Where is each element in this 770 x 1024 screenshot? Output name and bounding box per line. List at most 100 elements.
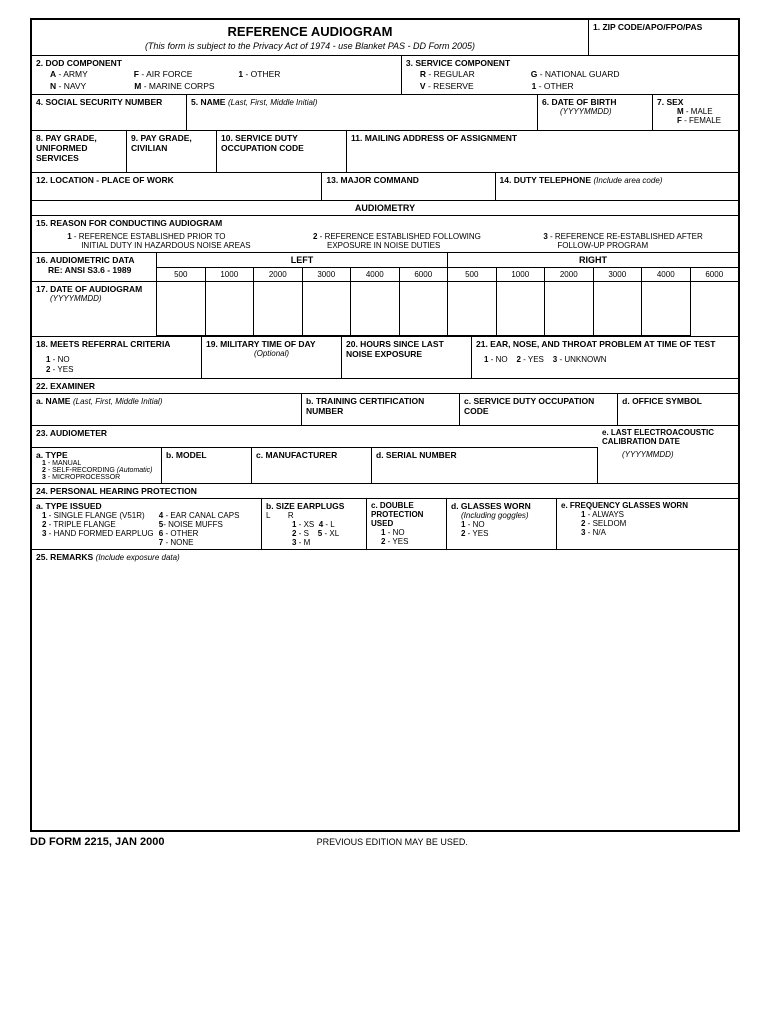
box23e-label: e. LAST ELECTROACOUSTIC CALIBRATION DATE bbox=[602, 428, 734, 446]
box10-label: 10. SERVICE DUTY OCCUPATION CODE bbox=[221, 133, 342, 153]
f11: 6000 bbox=[691, 268, 739, 282]
row-4-7: 4. SOCIAL SECURITY NUMBER 5. NAME (Last,… bbox=[32, 95, 738, 131]
b24a20v: EAR CANAL CAPS bbox=[170, 511, 239, 520]
audiogram-values bbox=[157, 282, 738, 337]
box-4: 4. SOCIAL SECURITY NUMBER bbox=[32, 95, 187, 131]
box20-label: 20. HOURS SINCE LAST NOISE EXPOSURE bbox=[346, 339, 467, 359]
box6-note: (YYYYMMDD) bbox=[542, 107, 648, 116]
b24b4k: 3 bbox=[292, 538, 296, 547]
b23a2k: 3 bbox=[42, 474, 46, 481]
box6-label: 6. DATE OF BIRTH bbox=[542, 97, 648, 107]
form-title: REFERENCE AUDIOGRAM bbox=[36, 24, 584, 39]
box8-label: 8. PAY GRADE, UNIFORMED SERVICES bbox=[36, 133, 122, 163]
form-subtitle: (This form is subject to the Privacy Act… bbox=[36, 41, 584, 51]
r1l1: REFERENCE ESTABLISHED PRIOR TO bbox=[79, 232, 226, 241]
box24b-lr: L R bbox=[266, 511, 362, 520]
box-19: 19. MILITARY TIME OF DAY (Optional) bbox=[202, 337, 342, 379]
f7: 1000 bbox=[497, 268, 546, 282]
b7-o0v: MALE bbox=[691, 107, 713, 116]
box-22: 22. EXAMINER bbox=[32, 379, 738, 394]
r2n: 2 bbox=[313, 232, 317, 241]
row-22abcd: a. NAME (Last, First, Middle Initial) b.… bbox=[32, 394, 738, 426]
box-23e-top: e. LAST ELECTROACOUSTIC CALIBRATION DATE bbox=[598, 426, 738, 448]
b23a1v: SELF-RECORDING bbox=[52, 467, 115, 474]
b24b1v: L bbox=[330, 520, 334, 529]
box3-label: 3. SERVICE COMPONENT bbox=[406, 58, 734, 68]
b24a21k: 5 bbox=[159, 520, 163, 529]
box22b-label: b. TRAINING CERTIFICATION NUMBER bbox=[306, 396, 455, 416]
b2-o0v: ARMY bbox=[63, 69, 88, 79]
box25-note: (Include exposure data) bbox=[96, 553, 180, 562]
box24d-note: (Including goggles) bbox=[451, 511, 552, 520]
b3-o3k: 1 bbox=[532, 81, 537, 91]
r3l1: REFERENCE RE-ESTABLISHED AFTER bbox=[555, 232, 703, 241]
b24a20k: 4 bbox=[159, 511, 163, 520]
box12-label: 12. LOCATION - PLACE OF WORK bbox=[36, 175, 174, 185]
b24b2k: 2 bbox=[292, 529, 296, 538]
b3-o0v: REGULAR bbox=[434, 69, 475, 79]
b3-o1k: G bbox=[531, 69, 538, 79]
b21o0v: NO bbox=[496, 355, 508, 364]
b7-o0k: M bbox=[677, 107, 684, 116]
b24a22k: 6 bbox=[159, 529, 163, 538]
title-main: REFERENCE AUDIOGRAM (This form is subjec… bbox=[32, 20, 588, 55]
b24c1v: YES bbox=[392, 537, 408, 546]
box22a-note: (Last, First, Middle Initial) bbox=[73, 397, 162, 406]
b24a21v: NOISE MUFFS bbox=[168, 520, 223, 529]
right-label: RIGHT bbox=[448, 253, 738, 268]
b2-o2k: 1 bbox=[238, 69, 243, 79]
box-21: 21. EAR, NOSE, AND THROAT PROBLEM AT TIM… bbox=[472, 337, 738, 379]
freq-row: 500 1000 2000 3000 4000 6000 500 1000 20… bbox=[157, 268, 738, 282]
row-23abcde: a. TYPE 1 - MANUAL 2 - SELF-RECORDING (A… bbox=[32, 448, 738, 484]
box24e-label: e. FREQUENCY GLASSES WORN bbox=[561, 501, 734, 510]
b24e2k: 3 bbox=[581, 528, 585, 537]
b21o2v: UNKNOWN bbox=[564, 355, 606, 364]
b21o0k: 1 bbox=[484, 355, 488, 364]
b24a22v: OTHER bbox=[170, 529, 198, 538]
box-10: 10. SERVICE DUTY OCCUPATION CODE bbox=[217, 131, 347, 173]
box-22b: b. TRAINING CERTIFICATION NUMBER bbox=[302, 394, 460, 426]
f8: 2000 bbox=[545, 268, 594, 282]
b24e1v: SELDOM bbox=[593, 519, 627, 528]
b24b4v: M bbox=[304, 538, 311, 547]
b2-o1v: AIR FORCE bbox=[146, 69, 192, 79]
footer-left: DD FORM 2215, JAN 2000 bbox=[30, 836, 165, 848]
box-12: 12. LOCATION - PLACE OF WORK bbox=[32, 173, 322, 201]
box-23b: b. MODEL bbox=[162, 448, 252, 484]
f4: 4000 bbox=[351, 268, 400, 282]
box-22d: d. OFFICE SYMBOL bbox=[618, 394, 738, 426]
b24a23v: NONE bbox=[170, 538, 193, 547]
row-23-top: 23. AUDIOMETER e. LAST ELECTROACOUSTIC C… bbox=[32, 426, 738, 448]
b24e2v: N/A bbox=[593, 528, 606, 537]
box1-label: 1. ZIP CODE/APO/FPO/PAS bbox=[593, 22, 702, 32]
box-6: 6. DATE OF BIRTH (YYYYMMDD) bbox=[538, 95, 653, 131]
b24c0k: 1 bbox=[381, 528, 385, 537]
row-2-3: 2. DOD COMPONENT A - ARMY F - AIR FORCE … bbox=[32, 56, 738, 95]
r3n: 3 bbox=[543, 232, 547, 241]
b21o2k: 3 bbox=[553, 355, 557, 364]
b24d0v: NO bbox=[473, 520, 485, 529]
b3-o3v: OTHER bbox=[544, 81, 574, 91]
box17-note: (YYYYMMDD) bbox=[36, 294, 152, 303]
box24c-label: c. DOUBLE PROTECTION USED bbox=[371, 501, 442, 528]
reason-3: 3 - REFERENCE RE-ESTABLISHED AFTER FOLLO… bbox=[543, 232, 702, 250]
box22a-label: a. NAME bbox=[36, 396, 70, 406]
box-22c: c. SERVICE DUTY OCCUPATION CODE bbox=[460, 394, 618, 426]
b24b0v: XS bbox=[304, 520, 315, 529]
b24a11v: TRIPLE FLANGE bbox=[53, 520, 115, 529]
box-23c: c. MANUFACTURER bbox=[252, 448, 372, 484]
box-9: 9. PAY GRADE, CIVILIAN bbox=[127, 131, 217, 173]
b24b1k: 4 bbox=[319, 520, 323, 529]
row-8-11: 8. PAY GRADE, UNIFORMED SERVICES 9. PAY … bbox=[32, 131, 738, 173]
b18o0k: 1 bbox=[46, 355, 50, 364]
f0: 500 bbox=[157, 268, 206, 282]
b24a11k: 2 bbox=[42, 520, 46, 529]
r2l2: EXPOSURE IN NOISE DUTIES bbox=[313, 241, 481, 250]
r3l2: FOLLOW-UP PROGRAM bbox=[543, 241, 702, 250]
box-7: 7. SEX M - MALE F - FEMALE bbox=[653, 95, 738, 131]
footer: DD FORM 2215, JAN 2000 PREVIOUS EDITION … bbox=[30, 832, 740, 848]
f6: 500 bbox=[448, 268, 497, 282]
b24b0k: 1 bbox=[292, 520, 296, 529]
box24b-label: b. SIZE EARPLUGS bbox=[266, 501, 362, 511]
f10: 4000 bbox=[642, 268, 691, 282]
